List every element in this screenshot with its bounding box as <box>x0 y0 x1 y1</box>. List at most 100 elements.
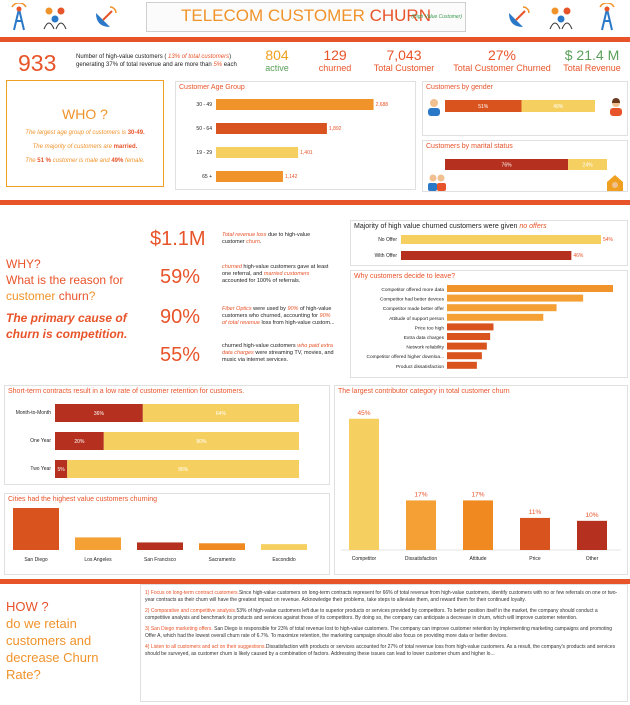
city-tick-label: Escondido <box>272 557 296 563</box>
contracts-tick-label: Month-to-Month <box>16 410 52 416</box>
reasons-tick-label: Product dissatisfaction <box>396 364 444 370</box>
reasons-bar <box>447 304 557 312</box>
contracts-bar-segment <box>67 460 299 478</box>
age-value-label: 2,688 <box>376 102 389 108</box>
offers-panel: Majority of high value churned customers… <box>350 220 628 266</box>
reasons-tick-label: Extra data charges <box>404 335 445 341</box>
kpi-active: 804 active <box>265 47 289 73</box>
why-cause-1: The primary cause of <box>6 311 127 325</box>
offers-value-label: 46% <box>573 253 584 259</box>
category-value-label: 45% <box>357 410 370 417</box>
category-value-label: 11% <box>529 509 542 516</box>
category-bar <box>349 418 379 550</box>
city-tick-label: Sacramento <box>209 557 236 563</box>
age-bar <box>216 123 327 134</box>
section-divider <box>0 200 630 205</box>
how-heading: HOW ? <box>6 599 49 614</box>
header: TELECOM CUSTOMER CHURN (High Value Custom… <box>0 0 630 36</box>
why-question-2: customer churn? <box>6 289 96 303</box>
category-tick-label: Competitor <box>352 556 377 562</box>
offers-bar <box>401 235 601 244</box>
stat-fiber-optics-text: Fiber Optics were used by 90% of high-va… <box>222 306 335 326</box>
marital-title: Customers by marital status <box>426 143 513 150</box>
category-bar <box>406 500 436 550</box>
stat-streaming: 55% <box>160 344 201 366</box>
age-value-label: 1,142 <box>285 174 298 180</box>
reasons-tick-label: Competitor offered higher downloa... <box>366 354 444 360</box>
gender-bar-segment <box>445 100 522 112</box>
city-bar <box>199 543 245 550</box>
offers-value-label: 54% <box>603 237 614 243</box>
cities-title: Cities had the highest value customers c… <box>8 496 158 503</box>
offers-tick-label: No Offer <box>378 237 397 243</box>
offers-chart: No Offer 54% With Offer 46% <box>375 235 614 260</box>
category-tick-label: Other <box>586 556 599 562</box>
kpi-high-value-count: 933 <box>18 50 57 76</box>
age-group-panel: Customer Age Group 30 - 49 2,688 50 - 64 1,… <box>175 81 416 190</box>
contracts-bar-segment <box>142 404 299 422</box>
who-panel: WHO ? The largest age group of customers… <box>6 80 164 187</box>
stat-revenue-loss-text: Total revenue loss due to high-value cust… <box>222 232 311 245</box>
city-bar <box>13 508 59 550</box>
city-tick-label: Los Angeles <box>84 557 112 563</box>
offers-tick-label: With Offer <box>375 253 398 259</box>
kpi-churned: 129 churned <box>318 47 352 73</box>
category-title: The largest contributor category in tota… <box>338 388 510 395</box>
kpi-total-revenue: $ 21.4 M Total Revenue <box>563 47 621 73</box>
age-tick-label: 50 - 64 <box>196 126 212 132</box>
city-bar <box>261 544 307 550</box>
contracts-chart: Month-to-Month 36% 64% One Year 20% 80% Two Ye… <box>16 404 299 478</box>
customers-icon <box>43 7 67 30</box>
recommendation-1: 1) Focus on long-term contract customers… <box>145 590 618 603</box>
gender-title: Customers by gender <box>426 84 493 91</box>
offers-title: Majority of high value churned customers… <box>354 223 547 230</box>
reasons-bar <box>447 313 544 321</box>
gender-value-label: 49% <box>553 104 564 110</box>
marital-panel: Customers by marital status 76% 24% <box>422 140 628 192</box>
network-tower-icon <box>599 3 615 31</box>
category-value-label: 17% <box>471 491 484 498</box>
section-divider <box>0 579 630 584</box>
recommendation-4: 4) Listen to all customers and act on th… <box>145 644 616 657</box>
category-value-label: 10% <box>585 512 598 519</box>
gender-chart: 51% 49% <box>445 100 595 112</box>
city-bar <box>75 537 121 550</box>
contracts-value-label: 95% <box>178 467 189 473</box>
contracts-title: Short-term contracts result in a low rat… <box>8 388 245 395</box>
gender-panel: Customers by gender 51% 49% <box>422 81 628 136</box>
contracts-value-label: 5% <box>57 467 65 473</box>
contracts-bar-segment <box>103 432 299 450</box>
how-panel: HOW ? do we retain customers and decreas… <box>0 592 138 700</box>
satellite-dish-icon <box>96 6 117 27</box>
how-line-4: Rate? <box>6 667 41 682</box>
how-line-3: decrease Churn <box>6 650 99 665</box>
reasons-bar <box>447 285 613 292</box>
satellite-dish-icon <box>509 6 530 27</box>
reasons-bar <box>447 342 487 350</box>
who-married-text: The majority of customers are married. <box>32 144 138 150</box>
network-tower-icon <box>11 3 27 31</box>
contracts-bar-segment <box>55 460 68 478</box>
age-bar <box>216 99 374 110</box>
section-divider <box>0 37 630 42</box>
recommendations-panel: 1) Focus on long-term contract customers… <box>140 584 628 702</box>
category-bar <box>520 517 550 550</box>
city-tick-label: San Diego <box>24 557 48 563</box>
stat-referrals-text: churned high-value customers gave at lea… <box>222 264 329 284</box>
age-value-label: 1,401 <box>300 150 313 156</box>
kpi-total-customer: 7,043 Total Customer <box>373 47 435 73</box>
stat-streaming-text: churned high-value customers who paid ex… <box>222 343 334 363</box>
dashboard-title: TELECOM CUSTOMER CHURN (High Value Custom… <box>146 2 466 32</box>
category-tick-label: Dissatisfaction <box>405 556 437 562</box>
couple-icon <box>428 174 446 191</box>
kpi-total-churned: 27% Total Customer Churned <box>453 47 551 73</box>
reasons-chart: Competitor offered more data Competitor h… <box>366 285 613 370</box>
category-tick-label: Price <box>529 556 541 562</box>
why-heading: WHY? <box>6 257 41 271</box>
category-chart: 45% Competitor 17% Dissatisfaction 17% Attitu… <box>341 410 621 562</box>
how-line-2: customers and <box>6 633 92 648</box>
category-panel: The largest contributor category in tota… <box>334 385 628 575</box>
kpi-high-value-desc: Number of high-value customers ( 13% of … <box>76 54 237 68</box>
male-icon <box>428 99 440 116</box>
why-panel: WHY? What is the reason for customer chu… <box>6 256 127 342</box>
